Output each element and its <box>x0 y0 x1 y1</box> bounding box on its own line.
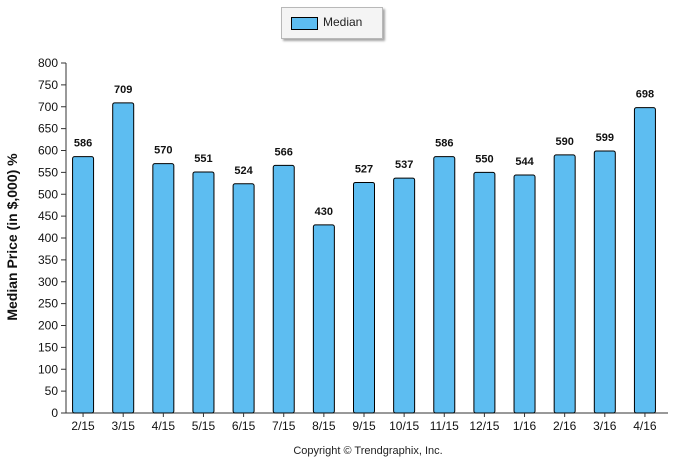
bar <box>152 163 175 414</box>
y-tick-label: 100 <box>38 362 58 376</box>
y-tick-label: 0 <box>51 406 58 420</box>
bar <box>312 224 335 414</box>
data-label: 590 <box>555 136 573 148</box>
legend-label: Median <box>323 15 363 29</box>
bar <box>433 156 456 414</box>
data-label: 709 <box>114 84 132 96</box>
y-tick-label: 600 <box>38 144 58 158</box>
bar <box>72 156 95 414</box>
x-tick-label: 7/15 <box>272 419 296 433</box>
bar <box>353 181 375 414</box>
data-label: 566 <box>275 146 293 158</box>
bar <box>473 171 496 414</box>
x-tick-label: 9/15 <box>352 419 376 433</box>
data-label: 430 <box>315 206 333 218</box>
bar <box>393 177 416 414</box>
y-tick-label: 700 <box>38 100 58 114</box>
data-label: 570 <box>154 145 172 157</box>
legend-swatch <box>291 17 318 30</box>
y-tick-label: 400 <box>38 231 58 245</box>
y-tick-label: 450 <box>38 209 58 223</box>
data-label: 524 <box>234 165 253 177</box>
y-tick-label: 200 <box>38 319 58 333</box>
y-tick-label: 500 <box>38 187 58 201</box>
copyright-text: Copyright © Trendgraphix, Inc. <box>293 445 443 457</box>
bar <box>112 102 135 414</box>
x-tick-label: 3/16 <box>593 419 617 433</box>
data-label: 586 <box>435 138 453 150</box>
y-tick-label: 50 <box>45 384 59 398</box>
x-tick-label: 2/15 <box>71 419 95 433</box>
legend: Median <box>281 7 383 39</box>
x-tick-label: 1/16 <box>513 419 537 433</box>
bar <box>272 164 295 414</box>
y-tick-label: 750 <box>38 78 58 92</box>
x-tick-label: 2/16 <box>553 419 577 433</box>
y-tick-label: 300 <box>38 275 58 289</box>
bar <box>633 107 656 414</box>
x-tick-label: 6/15 <box>232 419 256 433</box>
data-label: 599 <box>596 132 614 144</box>
bar <box>192 171 215 414</box>
y-tick-label: 650 <box>38 122 58 136</box>
data-label: 698 <box>636 89 654 101</box>
data-label: 537 <box>395 159 413 171</box>
bar <box>513 174 536 414</box>
y-tick-label: 800 <box>38 56 58 70</box>
x-tick-label: 8/15 <box>312 419 336 433</box>
x-tick-label: 11/15 <box>430 419 459 433</box>
y-tick-label: 150 <box>38 340 58 354</box>
bar <box>553 154 576 414</box>
y-tick-label: 250 <box>38 297 58 311</box>
data-label: 527 <box>355 163 373 175</box>
bar <box>232 183 255 414</box>
y-tick-label: 350 <box>38 253 58 267</box>
bar <box>593 150 616 414</box>
x-tick-label: 10/15 <box>389 419 419 433</box>
x-tick-label: 12/15 <box>469 419 499 433</box>
data-label: 550 <box>475 153 493 165</box>
data-label: 551 <box>194 153 212 165</box>
y-tick-label: 550 <box>38 165 58 179</box>
x-tick-label: 4/15 <box>152 419 176 433</box>
x-tick-label: 4/16 <box>633 419 657 433</box>
data-label: 586 <box>74 138 92 150</box>
x-tick-label: 3/15 <box>112 419 136 433</box>
data-label: 544 <box>515 156 534 168</box>
x-tick-label: 5/15 <box>192 419 216 433</box>
